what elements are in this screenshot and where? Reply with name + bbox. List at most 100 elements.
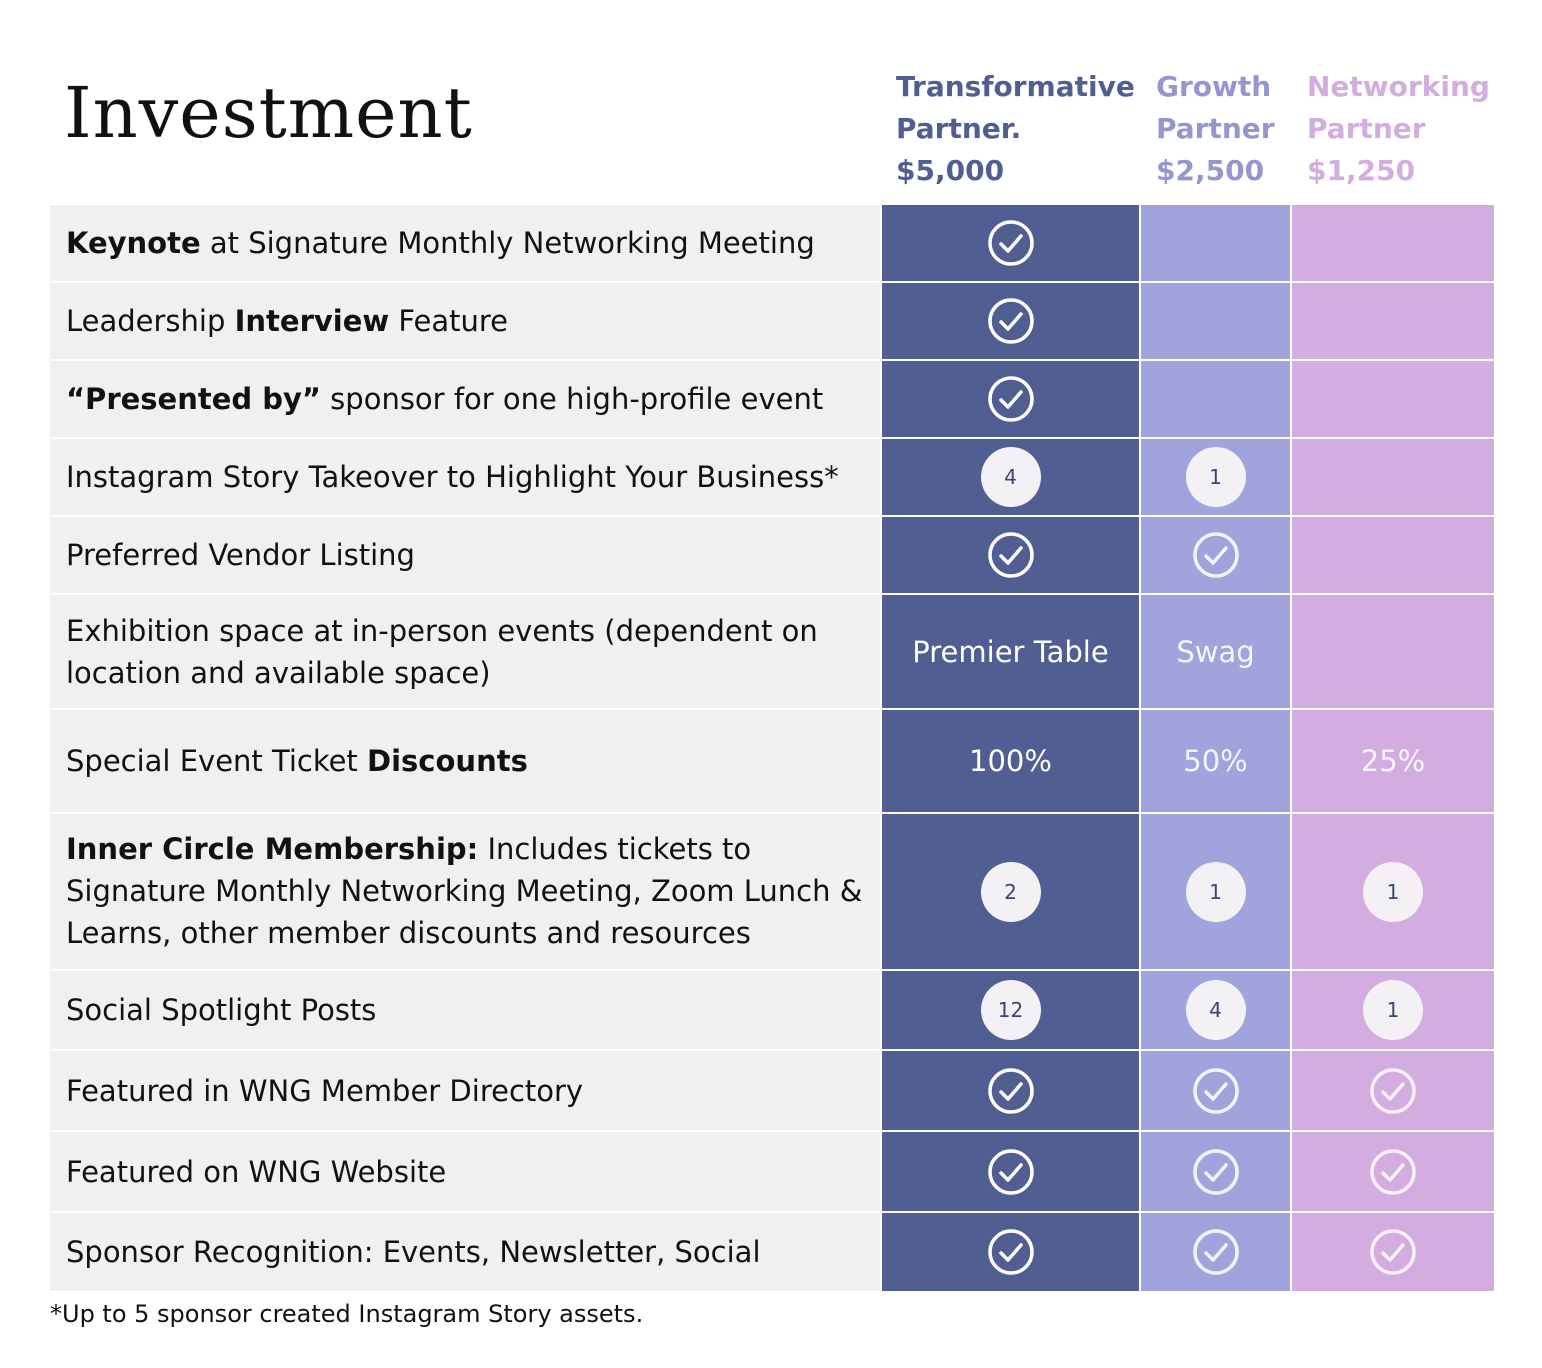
tier-price: $1,250 [1307, 154, 1416, 187]
check-circle-icon [987, 1067, 1035, 1115]
benefit-label-text: Leadership [66, 304, 235, 338]
benefit-label: Exhibition space at in-person events (de… [50, 595, 880, 708]
benefit-label-bold: “Presented by” [66, 382, 321, 416]
tier-cell-growth: 4 [1141, 971, 1290, 1049]
tier-cell-growth: Swag [1141, 595, 1290, 708]
check-circle-icon [1192, 531, 1240, 579]
count-badge: 4 [1185, 980, 1246, 1040]
benefit-label: Featured in WNG Member Directory [50, 1051, 880, 1130]
tier-cell-transformative [882, 1213, 1139, 1291]
benefit-label-text: Featured in WNG Member Directory [66, 1073, 584, 1108]
check-circle-icon [987, 531, 1035, 579]
table-row: Keynote at Signature Monthly Networking … [50, 205, 1494, 281]
tier-name: Partner [1156, 112, 1275, 145]
tier-cell-transformative: 2 [882, 814, 1139, 969]
table-row: “Presented by” sponsor for one high-prof… [50, 361, 1494, 437]
tier-cell-transformative: 100% [882, 710, 1139, 812]
benefit-label-text: Sponsor Recognition: Events, Newsletter,… [66, 1235, 761, 1269]
table-row: Featured in WNG Member Directory [50, 1051, 1494, 1130]
benefit-label-bold: Discounts [367, 744, 528, 778]
tier-cell-networking: 1 [1292, 971, 1494, 1049]
tier-cell-networking [1292, 1132, 1494, 1211]
tier-cell-growth [1141, 361, 1290, 437]
benefit-label-text: at Signature Monthly Networking Meeting [200, 226, 815, 260]
tier-header-transformative: Transformative Partner. $5,000 [896, 66, 1135, 192]
tier-header-networking: Networking Partner $1,250 [1307, 66, 1490, 192]
tier-value: Premier Table [912, 634, 1109, 669]
benefit-label: Special Event Ticket Discounts [50, 710, 880, 812]
tier-cell-networking [1292, 205, 1494, 281]
count-badge: 1 [1185, 447, 1246, 507]
benefit-label-text: Preferred Vendor Listing [66, 538, 415, 572]
benefit-label: Keynote at Signature Monthly Networking … [50, 205, 880, 281]
tier-cell-growth [1141, 1132, 1290, 1211]
table-row: Instagram Story Takeover to Highlight Yo… [50, 439, 1494, 515]
benefit-label: Social Spotlight Posts [50, 971, 880, 1049]
check-circle-icon [1192, 1067, 1240, 1115]
tier-name: Partner. [896, 112, 1022, 145]
benefit-label: “Presented by” sponsor for one high-prof… [50, 361, 880, 437]
tier-cell-transformative [882, 283, 1139, 359]
tier-cell-growth [1141, 283, 1290, 359]
table-row: Special Event Ticket Discounts 100% 50% 25% [50, 710, 1494, 812]
benefit-label: Preferred Vendor Listing [50, 517, 880, 593]
tier-cell-transformative: Premier Table [882, 595, 1139, 708]
table-row: Featured on WNG Website [50, 1132, 1494, 1211]
tier-name: Networking [1307, 70, 1490, 103]
check-circle-icon [1192, 1228, 1240, 1276]
benefit-label-text: Social Spotlight Posts [66, 993, 377, 1027]
tier-cell-transformative: 12 [882, 971, 1139, 1049]
tier-value: 100% [969, 744, 1052, 778]
benefit-label-text: Special Event Ticket [66, 744, 368, 778]
count-badge: 1 [1185, 861, 1246, 922]
count-badge: 12 [980, 980, 1041, 1040]
tier-cell-growth [1141, 205, 1290, 281]
benefit-label-bold: Keynote [66, 226, 201, 260]
benefit-label: Instagram Story Takeover to Highlight Yo… [50, 439, 880, 515]
benefit-label-text: sponsor for one high-profile event [320, 382, 824, 416]
tier-cell-transformative [882, 1132, 1139, 1211]
count-badge: 4 [980, 447, 1041, 507]
benefit-label: Leadership Interview Feature [50, 283, 880, 359]
tier-cell-growth [1141, 517, 1290, 593]
table-row: Inner Circle Membership: Includes ticket… [50, 814, 1494, 969]
check-circle-icon [1369, 1148, 1417, 1196]
tier-price: $5,000 [896, 154, 1005, 187]
tier-cell-networking: 1 [1292, 814, 1494, 969]
check-circle-icon [987, 297, 1035, 345]
tier-cell-transformative: 4 [882, 439, 1139, 515]
count-badge: 1 [1363, 861, 1423, 922]
tier-cell-networking [1292, 361, 1494, 437]
tier-cell-networking [1292, 283, 1494, 359]
tier-cell-networking [1292, 439, 1494, 515]
tier-value: Swag [1176, 634, 1255, 669]
tier-value: 25% [1360, 744, 1426, 778]
tier-cell-transformative [882, 517, 1139, 593]
benefit-label: Featured on WNG Website [50, 1132, 880, 1211]
check-circle-icon [987, 375, 1035, 423]
tier-cell-networking [1292, 595, 1494, 708]
tier-value: 50% [1183, 744, 1248, 778]
tier-header-growth: Growth Partner $2,500 [1156, 66, 1275, 192]
count-badge: 2 [980, 861, 1041, 922]
benefit-label: Inner Circle Membership: Includes ticket… [50, 814, 880, 969]
tier-price: $2,500 [1156, 154, 1265, 187]
benefit-label-bold: Interview [234, 304, 390, 338]
table-row: Exhibition space at in-person events (de… [50, 595, 1494, 708]
tier-cell-networking [1292, 1051, 1494, 1130]
benefit-label-text: Includes tickets to Signature Monthly Ne… [66, 832, 863, 950]
benefit-label-text: Instagram Story Takeover to Highlight Yo… [66, 460, 839, 494]
benefit-label-text: Featured on WNG Website [66, 1154, 447, 1189]
check-circle-icon [987, 1148, 1035, 1196]
count-badge: 1 [1363, 980, 1423, 1040]
tier-name: Growth [1156, 70, 1272, 103]
check-circle-icon [1369, 1228, 1417, 1276]
tier-cell-growth [1141, 1051, 1290, 1130]
tier-name: Transformative [896, 70, 1135, 103]
tier-cell-transformative [882, 361, 1139, 437]
tier-cell-networking [1292, 1213, 1494, 1291]
check-circle-icon [987, 219, 1035, 267]
tier-cell-growth: 1 [1141, 439, 1290, 515]
benefit-label: Sponsor Recognition: Events, Newsletter,… [50, 1213, 880, 1291]
tier-cell-networking [1292, 517, 1494, 593]
